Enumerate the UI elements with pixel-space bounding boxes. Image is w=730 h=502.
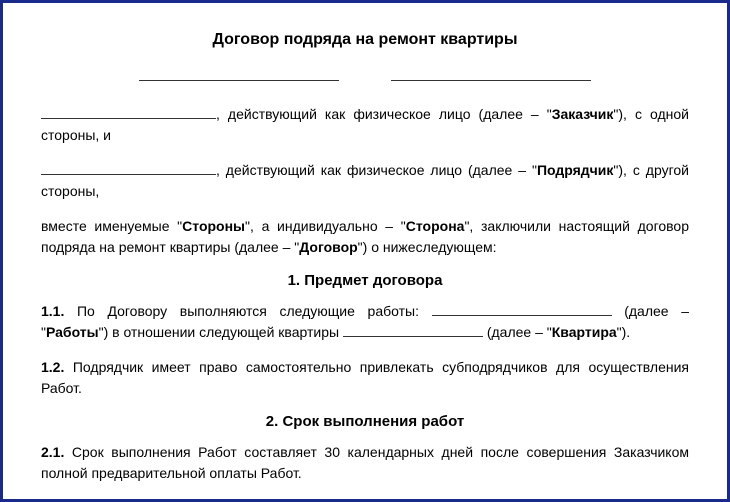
together-party: Сторона <box>406 218 465 234</box>
party1-name-blank <box>41 105 216 119</box>
apartment-term: Квартира <box>552 324 617 340</box>
works-blank <box>432 303 612 316</box>
clause-2-1: 2.1. Срок выполнения Работ составляет 30… <box>41 442 689 484</box>
together-parties: Стороны <box>182 218 245 234</box>
clause-text: Подрядчик имеет право самостоятельно при… <box>41 359 689 396</box>
clause-1-2: 1.2. Подрядчик имеет право самостоятельн… <box>41 357 689 399</box>
party2-text: , действующий как физическое лицо (далее… <box>216 162 537 178</box>
section1-heading: 1. Предмет договора <box>41 272 689 289</box>
together-prefix: вместе именуемые " <box>41 218 182 234</box>
together-paragraph: вместе именуемые "Стороны", а индивидуал… <box>41 216 689 258</box>
clause-text: По Договору выполняются следующие работы… <box>64 303 431 319</box>
party2-name-blank <box>41 161 216 175</box>
apartment-blank <box>343 324 483 337</box>
party1-text: , действующий как физическое лицо (далее… <box>216 106 552 122</box>
party1-paragraph: , действующий как физическое лицо (далее… <box>41 104 689 146</box>
blank-field <box>391 67 591 81</box>
party2-paragraph: , действующий как физическое лицо (далее… <box>41 160 689 202</box>
clause-num: 2.1. <box>41 444 64 460</box>
clause-text: "). <box>617 324 631 340</box>
party2-role: Подрядчик <box>537 162 613 178</box>
blank-field <box>139 67 339 81</box>
clause-num: 1.1. <box>41 303 64 319</box>
works-term: Работы <box>46 324 99 340</box>
clause-text: Срок выполнения Работ составляет 30 кале… <box>41 444 689 481</box>
section2-heading: 2. Срок выполнения работ <box>41 413 689 430</box>
clause-1-1: 1.1. По Договору выполняются следующие р… <box>41 301 689 343</box>
together-end: ") о нижеследующем: <box>358 239 497 255</box>
header-blank-lines <box>41 67 689 84</box>
party1-role: Заказчик <box>552 106 614 122</box>
clause-num: 1.2. <box>41 359 64 375</box>
clause-text: ") в отношении следующей квартиры <box>99 324 343 340</box>
together-mid1: ", а индивидуально – " <box>245 218 406 234</box>
together-contract: Договор <box>299 239 357 255</box>
document-page: Договор подряда на ремонт квартиры , дей… <box>0 0 730 502</box>
clause-text: (далее – " <box>483 324 552 340</box>
document-title: Договор подряда на ремонт квартиры <box>41 31 689 49</box>
